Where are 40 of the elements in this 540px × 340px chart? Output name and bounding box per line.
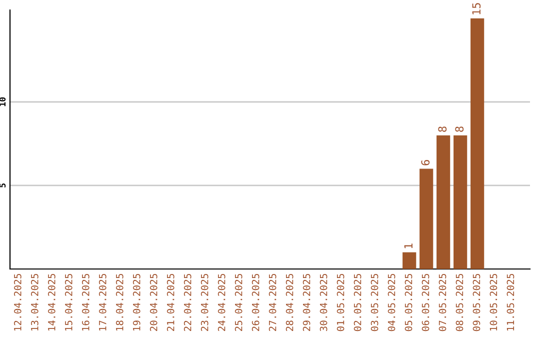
data-label: 1 [404, 244, 412, 248]
x-tick-label: 21.04.2025 [166, 274, 174, 331]
data-label: 8 [438, 126, 447, 132]
x-tick-label: 06.05.2025 [422, 274, 430, 332]
x-tick-label: 17.04.2025 [98, 274, 106, 331]
x-tick-label: 12.04.2025 [14, 274, 22, 331]
x-tick-label: 01.05.2025 [336, 274, 344, 332]
x-tick-label: 03.05.2025 [370, 274, 378, 332]
x-tick-label: 05.05.2025 [404, 274, 412, 332]
x-tick-label: 22.04.2025 [184, 274, 192, 331]
x-tick-label: 15.04.2025 [64, 274, 72, 331]
x-tick-label: 28.04.2025 [286, 274, 294, 331]
x-tick-label: 27.04.2025 [268, 274, 276, 331]
x-tick-label: 11.05.2025 [506, 274, 514, 331]
x-tick-label: 19.04.2025 [132, 274, 140, 331]
x-tick-label: 07.05.2025 [438, 274, 446, 332]
x-tick-label: 18.04.2025 [116, 274, 124, 331]
x-tick-label: 13.04.2025 [30, 274, 38, 331]
x-tick-label: 16.04.2025 [82, 274, 90, 331]
data-label: 6 [421, 160, 430, 166]
x-tick-label: 09.05.2025 [472, 274, 480, 332]
x-tick-label: 30.04.2025 [320, 274, 328, 332]
bar [470, 18, 484, 269]
x-tick-label: 10.05.2025 [490, 274, 498, 331]
x-tick-label: 20.04.2025 [150, 274, 158, 331]
data-label: 15 [472, 3, 481, 14]
bar [402, 252, 416, 269]
x-tick-label: 24.04.2025 [218, 274, 226, 331]
bar [436, 135, 450, 269]
x-tick-label: 26.04.2025 [252, 274, 260, 331]
x-tick-label: 04.05.2025 [388, 274, 396, 332]
x-tick-label: 08.05.2025 [456, 274, 464, 332]
x-tick-label: 29.04.2025 [302, 274, 310, 331]
x-tick-label: 23.04.2025 [200, 274, 208, 331]
bar [420, 168, 434, 269]
x-tick-label: 02.05.2025 [354, 274, 362, 332]
data-label: 8 [455, 126, 464, 132]
x-tick-label: 14.04.2025 [48, 274, 56, 331]
x-tick-label: 25.04.2025 [234, 274, 242, 331]
bar [454, 135, 468, 269]
